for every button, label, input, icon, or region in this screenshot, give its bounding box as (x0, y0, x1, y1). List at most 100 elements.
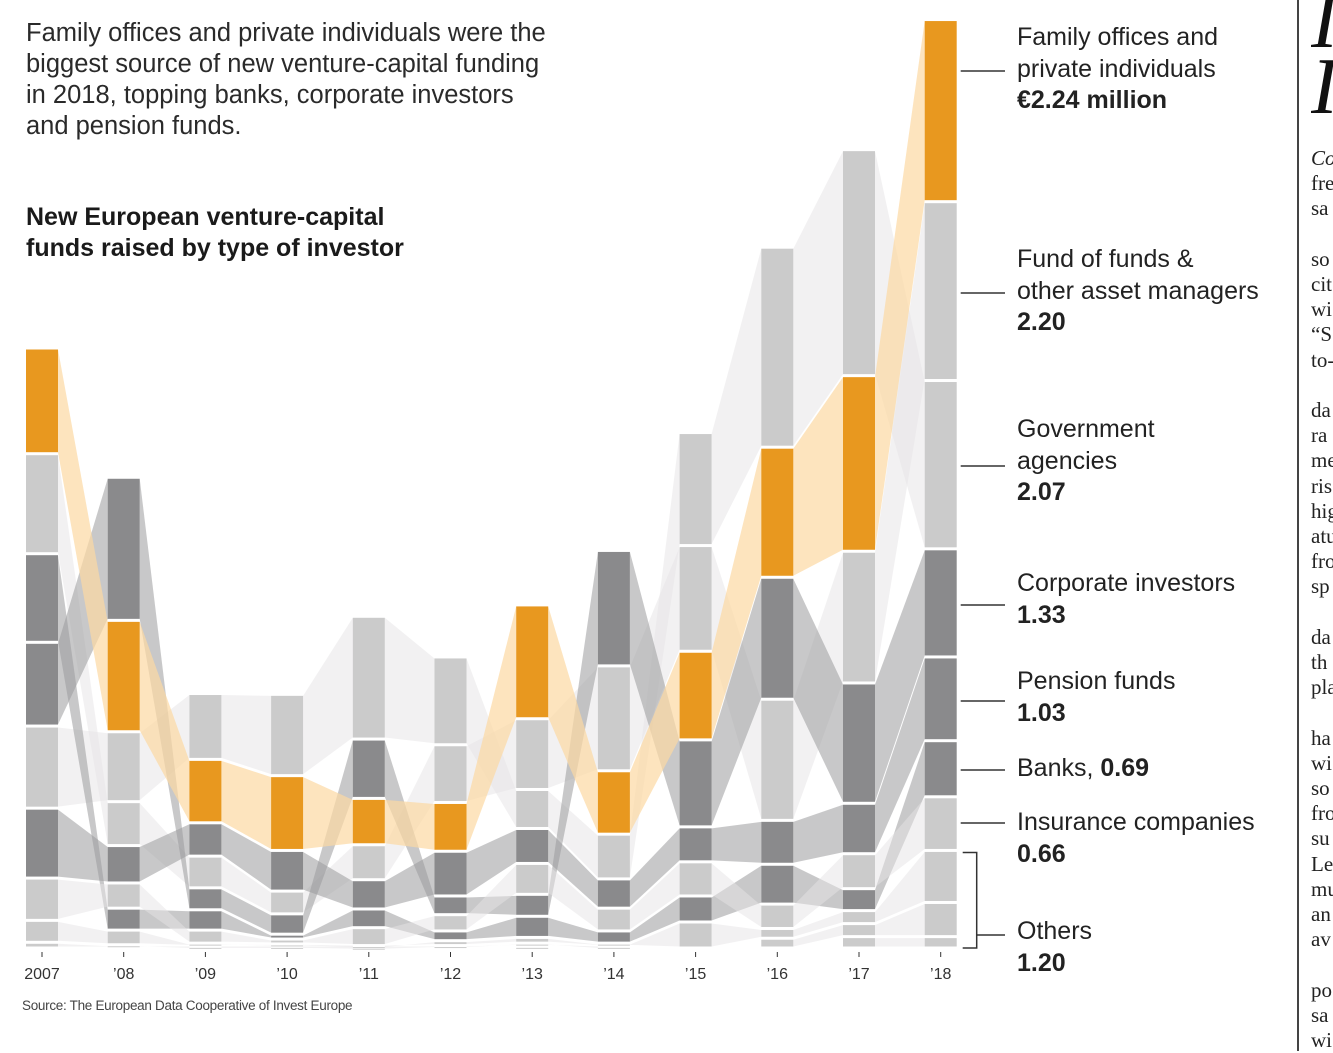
ribbon-bank (58, 555, 108, 929)
article-line (1311, 600, 1333, 625)
ribbon-o3 (875, 938, 925, 947)
bar-segment-fof (352, 846, 385, 879)
bar-segment-fof (679, 547, 712, 650)
ribbon-pen (221, 824, 272, 890)
bar-segment-ins (924, 798, 957, 849)
ribbon-o1 (466, 938, 517, 945)
bar-segment-ins (189, 931, 222, 942)
bar-segment-o1 (271, 945, 304, 947)
bar-segment-gov (761, 248, 794, 446)
bar-segment-bank (761, 865, 794, 903)
article-line: pla (1311, 675, 1333, 700)
ribbon-gov (711, 248, 762, 545)
article-line: hig (1311, 498, 1333, 523)
ribbon-pen (466, 829, 517, 895)
ribbon-o1 (58, 921, 108, 944)
bar-segment-pen (352, 881, 385, 908)
ribbon-o2 (303, 946, 353, 949)
bar-segment-o1 (26, 921, 58, 941)
article-line: so (1311, 246, 1330, 271)
ribbon-pen (711, 821, 762, 863)
ribbon-pen (58, 809, 108, 882)
bar-segment-gov (352, 617, 385, 738)
series-label-gov: Government agencies 2.07 (1017, 415, 1155, 506)
ribbon-fam (711, 448, 762, 739)
bar-segment-fam (107, 621, 140, 731)
x-tick-label: ’13 (522, 966, 543, 983)
article-line: fro (1311, 801, 1333, 826)
ribbon-o1 (875, 851, 925, 923)
series-label-ins: Insurance companies 0.66 (1017, 808, 1255, 868)
bar-segment-gov (516, 790, 549, 827)
ribbon-ins (466, 864, 517, 930)
article-line: sp (1311, 574, 1330, 599)
ribbon-o2 (58, 943, 108, 947)
ribbon-pen (384, 852, 435, 908)
article-line: sa (1311, 196, 1329, 221)
bar-segment-fam (434, 803, 467, 850)
ribbon-ins (221, 931, 272, 943)
article-line: ris (1311, 473, 1332, 498)
article-line (1311, 953, 1333, 978)
article-line: cit (1311, 272, 1332, 297)
article-line: ha (1311, 725, 1331, 750)
article-line (1311, 373, 1333, 398)
ribbon-o2 (793, 925, 843, 947)
series-label-fam: Family offices and private individuals €2.… (1017, 23, 1219, 114)
bar-segment-bank (597, 932, 630, 942)
chart-title: New European venture-capital funds raise… (26, 203, 404, 262)
bar-segment-ins (26, 879, 58, 919)
bar-segment-fam (516, 606, 549, 718)
article-heading-fragment: I (1311, 0, 1333, 52)
ribbon-ins (793, 855, 843, 927)
bar-segment-o1 (434, 942, 467, 945)
bar-segment-bank (271, 935, 304, 938)
ribbon-o2 (221, 946, 272, 948)
bar-segment-fam (679, 652, 712, 739)
bar-segment-fam (597, 772, 630, 833)
x-tick-label: ’18 (930, 966, 951, 983)
article-line: po (1311, 977, 1332, 1002)
ribbon-corp (793, 578, 843, 802)
ribbon-bank (221, 911, 272, 938)
ribbon-fam (466, 606, 517, 850)
bar-segment-bank (107, 909, 140, 929)
ribbon-fam (875, 21, 925, 550)
bar-segment-o2 (516, 944, 549, 946)
bar-segment-ins (843, 855, 875, 888)
bar-segment-corp (924, 550, 957, 656)
bar-segment-fam (271, 777, 304, 849)
ribbon-ins (548, 864, 598, 930)
bar-segment-o3 (843, 938, 875, 947)
ribbon-fam (548, 606, 598, 833)
bar-segment-ins (761, 905, 794, 927)
x-tick-label: ’10 (276, 966, 297, 983)
bar-segment-pen (843, 804, 875, 853)
ribbon-o1 (711, 923, 762, 947)
bar-segment-bank (924, 742, 957, 796)
article-line: wi (1311, 1028, 1332, 1053)
bar-segment-pen (26, 809, 58, 877)
ribbon-corp (711, 578, 762, 826)
article-line: atu (1311, 524, 1333, 549)
ribbon-ins (711, 863, 762, 927)
bar-segment-o1 (761, 929, 794, 937)
ribbon-fam (629, 652, 680, 833)
article-line: Le (1311, 851, 1333, 876)
ribbon-ins (58, 879, 108, 919)
bar-segment-bank (516, 917, 549, 936)
ribbon-ins (875, 798, 925, 888)
ribbon-bank (629, 897, 680, 942)
article-line: da (1311, 624, 1331, 649)
others-bracket (962, 851, 978, 949)
ribbon-pen (139, 824, 190, 882)
bar-segment-ins (516, 864, 549, 893)
article-line: Co (1311, 146, 1333, 170)
bar-segment-corp (189, 889, 222, 909)
ribbon-fam (303, 777, 353, 849)
bar-segment-o3 (516, 947, 549, 949)
bar-segment-gov (26, 727, 58, 807)
bar-segment-o2 (843, 925, 875, 936)
ribbons (58, 21, 925, 949)
bar-segment-corp (516, 895, 549, 915)
